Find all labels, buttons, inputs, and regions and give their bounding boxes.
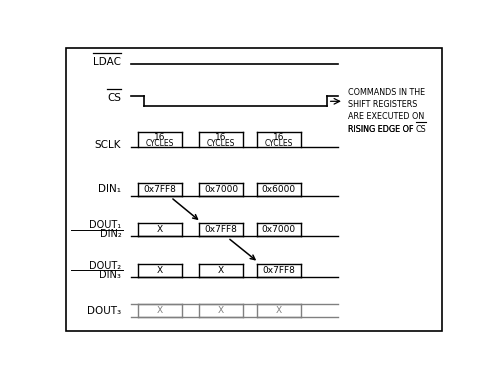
Text: X: X bbox=[218, 266, 224, 275]
Text: DOUT₃: DOUT₃ bbox=[87, 306, 121, 316]
Text: 16: 16 bbox=[215, 133, 227, 142]
Text: RISING EDGE OF: RISING EDGE OF bbox=[347, 124, 416, 134]
Text: 16: 16 bbox=[273, 133, 284, 142]
Text: DIN₃: DIN₃ bbox=[99, 270, 121, 280]
Text: RISING EDGE OF: RISING EDGE OF bbox=[347, 124, 416, 134]
Text: 0x7000: 0x7000 bbox=[261, 225, 296, 234]
Text: X: X bbox=[156, 225, 163, 234]
Text: 0x7FF8: 0x7FF8 bbox=[204, 225, 238, 234]
Text: DIN₂: DIN₂ bbox=[99, 230, 121, 239]
Text: RISING EDGE OF CS: RISING EDGE OF CS bbox=[347, 124, 426, 134]
Text: X: X bbox=[276, 306, 282, 315]
Text: X: X bbox=[156, 306, 163, 315]
Text: 0x6000: 0x6000 bbox=[261, 185, 296, 194]
Text: X: X bbox=[156, 266, 163, 275]
Text: 16: 16 bbox=[154, 133, 165, 142]
Text: CYCLES: CYCLES bbox=[264, 139, 293, 148]
Text: LDAC: LDAC bbox=[94, 57, 121, 67]
Text: SCLK: SCLK bbox=[95, 140, 121, 150]
Text: SHIFT REGISTERS: SHIFT REGISTERS bbox=[347, 100, 417, 109]
Text: ARE EXECUTED ON: ARE EXECUTED ON bbox=[347, 112, 424, 122]
Text: DIN₁: DIN₁ bbox=[99, 184, 121, 194]
Text: DOUT₂: DOUT₂ bbox=[89, 261, 121, 271]
Text: 0x7FF8: 0x7FF8 bbox=[143, 185, 176, 194]
Text: 0x7000: 0x7000 bbox=[204, 185, 238, 194]
Text: COMMANDS IN THE: COMMANDS IN THE bbox=[347, 88, 425, 97]
Text: DOUT₁: DOUT₁ bbox=[89, 220, 121, 230]
Text: CYCLES: CYCLES bbox=[207, 139, 235, 148]
Text: X: X bbox=[218, 306, 224, 315]
Text: CS: CS bbox=[107, 93, 121, 103]
Text: CS: CS bbox=[416, 124, 426, 134]
Text: CYCLES: CYCLES bbox=[146, 139, 174, 148]
Text: 0x7FF8: 0x7FF8 bbox=[262, 266, 295, 275]
